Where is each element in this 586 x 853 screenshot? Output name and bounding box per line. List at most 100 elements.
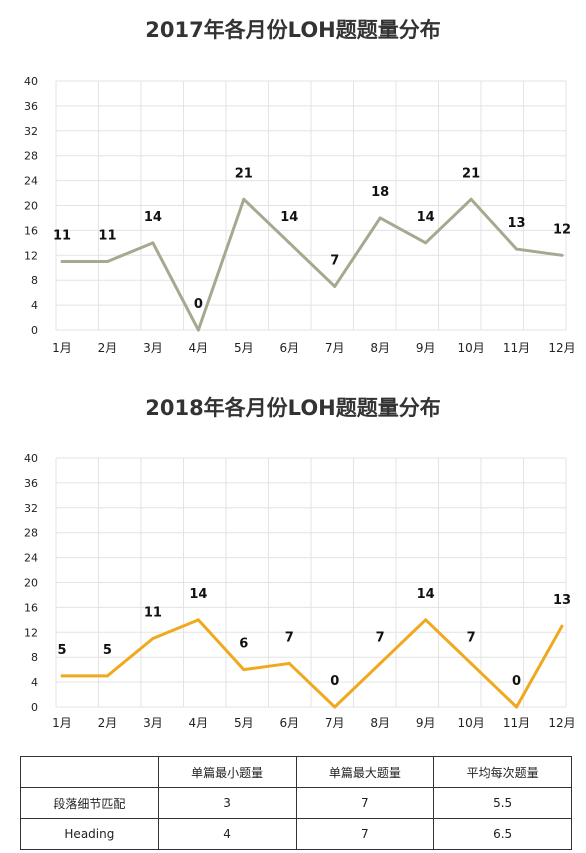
table-row: 段落细节匹配 3 7 5.5 (20, 787, 572, 819)
y-tick-label: 36 (24, 477, 38, 490)
table-header-cell: 单篇最小题量 (157, 756, 297, 788)
y-tick-label: 28 (24, 527, 38, 540)
table-cell: 7 (295, 818, 435, 850)
data-label: 11 (98, 229, 116, 244)
data-label: 21 (462, 166, 480, 181)
table-header-cell: 平均每次题量 (433, 756, 572, 788)
x-tick-label: 8月 (370, 716, 390, 730)
series-line (62, 618, 564, 709)
x-tick-label: 4月 (189, 341, 209, 355)
table-header-cell: 单篇最大题量 (295, 756, 435, 788)
data-label: 0 (330, 674, 339, 689)
y-tick-label: 32 (24, 125, 38, 138)
data-label: 14 (280, 210, 298, 225)
data-label: 14 (144, 210, 162, 225)
x-tick-label: 4月 (189, 716, 209, 730)
y-tick-label: 4 (31, 299, 38, 312)
data-point (151, 637, 155, 641)
table-row: Heading 4 7 6.5 (20, 818, 572, 850)
x-tick-label: 7月 (325, 341, 345, 355)
x-tick-label: 9月 (416, 716, 436, 730)
data-label: 6 (239, 637, 248, 652)
y-tick-label: 28 (24, 150, 38, 163)
y-tick-label: 0 (31, 324, 38, 337)
data-label: 13 (507, 216, 525, 231)
chart-title-2018: 2018年各月份LOH题题量分布 (145, 396, 441, 420)
table-cell: 3 (157, 787, 297, 819)
y-tick-label: 36 (24, 100, 38, 113)
data-label: 21 (235, 166, 253, 181)
table-header-row: 单篇最小题量 单篇最大题量 平均每次题量 (20, 756, 572, 788)
data-point (105, 674, 109, 678)
data-label: 5 (57, 643, 66, 658)
stats-table: 单篇最小题量 单篇最大题量 平均每次题量 段落细节匹配 3 7 5.5 Head… (20, 756, 572, 850)
x-tick-label: 6月 (279, 341, 299, 355)
data-point (333, 705, 337, 709)
data-point (242, 668, 246, 672)
data-point (515, 247, 519, 251)
table-header-cell (20, 756, 159, 788)
y-tick-label: 32 (24, 502, 38, 515)
y-tick-label: 20 (24, 200, 38, 213)
y-tick-label: 12 (24, 249, 38, 262)
x-tick-label: 7月 (325, 716, 345, 730)
y-tick-label: 4 (31, 676, 38, 689)
data-point (378, 661, 382, 665)
data-point (196, 328, 200, 332)
data-point (60, 260, 64, 264)
y-tick-label: 8 (31, 274, 38, 287)
data-label: 13 (553, 593, 571, 608)
data-label: 0 (512, 674, 521, 689)
x-tick-label: 11月 (503, 716, 530, 730)
x-tick-label: 10月 (457, 341, 484, 355)
table-cell: 段落细节匹配 (20, 787, 159, 819)
data-label: 7 (330, 253, 339, 268)
data-label: 14 (417, 210, 435, 225)
data-label: 12 (553, 222, 571, 237)
data-point (287, 661, 291, 665)
data-label: 7 (285, 630, 294, 645)
y-tick-label: 40 (24, 452, 38, 465)
data-point (60, 674, 64, 678)
table-cell: 5.5 (433, 787, 572, 819)
data-label: 0 (194, 297, 203, 312)
data-label: 14 (417, 587, 435, 602)
data-point (424, 618, 428, 622)
data-label: 14 (189, 587, 207, 602)
y-tick-label: 40 (24, 75, 38, 88)
data-point (560, 253, 564, 257)
y-tick-label: 16 (24, 224, 38, 237)
data-point (469, 197, 473, 201)
chart-title-2017: 2017年各月份LOH题题量分布 (145, 18, 441, 42)
y-tick-label: 16 (24, 601, 38, 614)
x-tick-label: 10月 (457, 716, 484, 730)
x-tick-label: 12月 (548, 716, 575, 730)
data-label: 7 (467, 630, 476, 645)
x-tick-label: 5月 (234, 341, 254, 355)
x-tick-label: 11月 (503, 341, 530, 355)
series-line (62, 197, 563, 332)
table-cell: Heading (20, 818, 159, 850)
data-point (105, 260, 109, 264)
data-point (242, 197, 246, 201)
data-point (151, 241, 155, 245)
data-label: 11 (53, 229, 71, 244)
x-tick-label: 1月 (52, 716, 72, 730)
data-point (333, 284, 337, 288)
x-tick-label: 2月 (98, 716, 118, 730)
data-point (424, 241, 428, 245)
table-cell: 6.5 (433, 818, 572, 850)
x-tick-label: 12月 (548, 341, 575, 355)
data-label: 7 (376, 630, 385, 645)
x-tick-label: 3月 (143, 341, 163, 355)
y-tick-label: 20 (24, 577, 38, 590)
table-cell: 7 (295, 787, 435, 819)
data-point (196, 618, 200, 622)
x-tick-label: 8月 (370, 341, 390, 355)
y-tick-label: 12 (24, 626, 38, 639)
y-tick-label: 24 (24, 552, 38, 565)
data-point (287, 241, 291, 245)
x-tick-label: 3月 (143, 716, 163, 730)
data-point (515, 705, 519, 709)
